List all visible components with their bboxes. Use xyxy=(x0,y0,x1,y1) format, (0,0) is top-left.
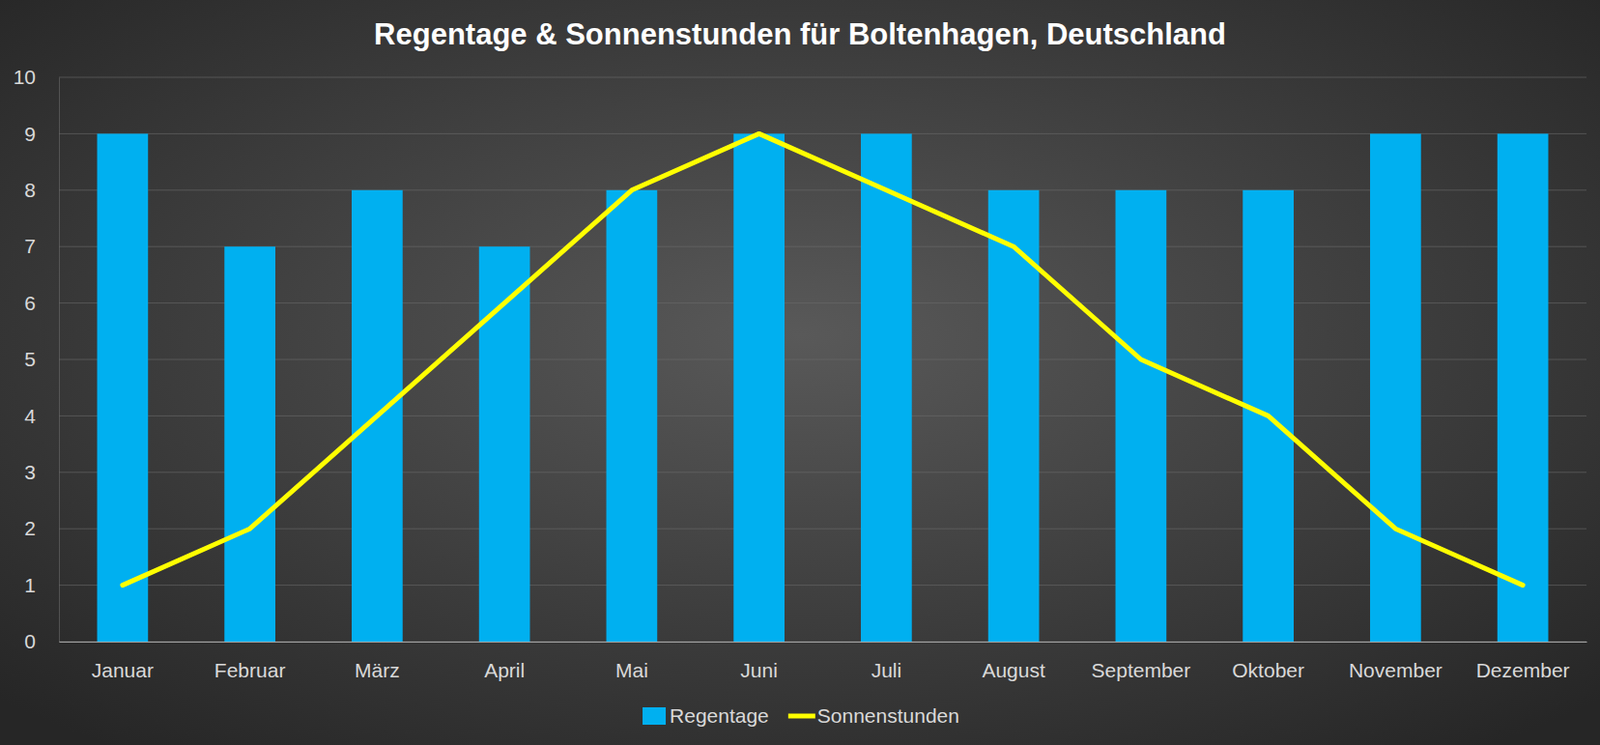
grid-line xyxy=(58,246,1587,248)
plot-area xyxy=(97,133,1549,642)
chart: Regentage & Sonnenstunden für Boltenhage… xyxy=(0,0,1600,745)
tick-label: November xyxy=(1348,658,1443,682)
tick: 7 xyxy=(24,234,59,258)
grid-line xyxy=(58,471,1587,473)
grid-line xyxy=(58,189,1587,191)
tick: 0 xyxy=(24,629,59,653)
tick-label: Juni xyxy=(740,658,778,682)
grid-line xyxy=(58,415,1587,417)
tick-label: 7 xyxy=(24,234,36,258)
tick-label: 6 xyxy=(24,291,36,315)
grid-line xyxy=(58,302,1587,304)
tick-label: 1 xyxy=(24,573,36,597)
grid-line xyxy=(58,641,1587,643)
grid-line xyxy=(58,584,1587,586)
tick: Oktober xyxy=(1231,641,1305,682)
bar xyxy=(1370,133,1422,642)
x-axis: Januar Februar März April Mai Juni Juli August S… xyxy=(59,641,1588,682)
tick-label: 5 xyxy=(24,347,36,371)
tick: Februar xyxy=(214,641,286,682)
bar xyxy=(606,190,658,642)
tick: November xyxy=(1348,641,1443,682)
tick: April xyxy=(484,641,525,682)
tick: August xyxy=(981,641,1046,682)
tick-label: 9 xyxy=(24,122,36,145)
tick-label: August xyxy=(981,658,1046,682)
tick-label: Januar xyxy=(91,658,154,682)
tick: September xyxy=(1091,641,1192,682)
tick-label: April xyxy=(484,658,525,682)
tick-label: Februar xyxy=(214,658,286,682)
legend-label: Sonnenstunden xyxy=(817,704,960,727)
tick: Mai xyxy=(615,641,649,682)
tick: 4 xyxy=(24,404,59,428)
tick: 1 xyxy=(24,573,59,597)
tick-label: Mai xyxy=(615,658,649,682)
axis-line xyxy=(59,641,1588,643)
tick-label: September xyxy=(1091,658,1192,682)
tick: 8 xyxy=(24,178,59,201)
tick: Dezember xyxy=(1476,641,1571,682)
axis-line xyxy=(58,78,60,643)
legend: Regentage Sonnenstunden xyxy=(642,704,960,727)
title: Regentage & Sonnenstunden für Boltenhage… xyxy=(373,17,1227,52)
tick-label: 0 xyxy=(24,629,36,653)
tick-label: 3 xyxy=(24,460,36,484)
grid xyxy=(58,77,1587,642)
tick: Januar xyxy=(91,641,154,682)
grid-line xyxy=(58,359,1587,361)
grid-line xyxy=(58,77,1587,79)
tick-label: Oktober xyxy=(1231,658,1305,682)
legend-label: Regentage xyxy=(669,704,770,727)
legend-item: Regentage xyxy=(642,704,770,727)
bar xyxy=(97,133,149,642)
tick-label: 2 xyxy=(24,516,36,540)
tick-label: 10 xyxy=(13,65,36,88)
bar xyxy=(860,133,913,642)
tick: 9 xyxy=(24,122,59,145)
tick-label: Dezember xyxy=(1476,658,1571,682)
tick-label: März xyxy=(354,658,400,682)
tick: März xyxy=(354,641,400,682)
tick: 10 xyxy=(13,65,59,88)
tick: 3 xyxy=(24,460,59,484)
grid-line xyxy=(58,133,1587,135)
bar xyxy=(733,133,785,642)
bar xyxy=(1115,190,1168,642)
tick: Juni xyxy=(740,641,778,682)
bar xyxy=(224,246,276,642)
legend-symbol xyxy=(642,707,666,725)
legend-item: Sonnenstunden xyxy=(788,704,960,727)
tick: Juli xyxy=(871,641,903,682)
y-axis: 0 1 2 3 4 5 6 7 8 9 10 xyxy=(13,65,60,653)
tick-label: 4 xyxy=(24,404,36,428)
bar-series xyxy=(97,133,1549,642)
bar xyxy=(1497,133,1549,642)
grid-line xyxy=(58,528,1587,530)
tick-label: Juli xyxy=(871,658,903,682)
tick: 5 xyxy=(24,347,59,371)
tick: 2 xyxy=(24,516,59,540)
line xyxy=(122,133,1523,585)
background xyxy=(0,0,1600,745)
tick: 6 xyxy=(24,291,59,315)
bar xyxy=(988,190,1040,642)
legend-symbol xyxy=(788,714,816,719)
tick-label: 8 xyxy=(24,178,36,201)
